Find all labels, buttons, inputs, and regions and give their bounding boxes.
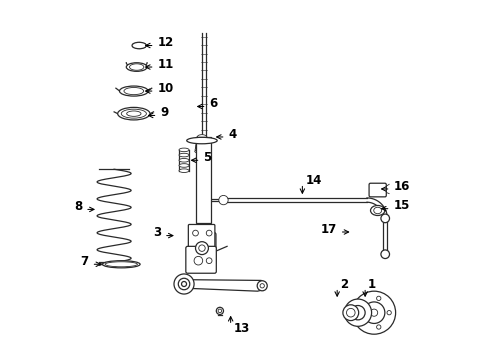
Text: 7: 7 — [80, 255, 89, 268]
Circle shape — [360, 302, 364, 306]
Circle shape — [370, 309, 378, 316]
Circle shape — [199, 245, 205, 251]
Text: 14: 14 — [305, 174, 321, 187]
Ellipse shape — [118, 107, 150, 120]
Text: 1: 1 — [368, 278, 376, 291]
Ellipse shape — [179, 148, 189, 152]
Circle shape — [360, 319, 364, 324]
Circle shape — [364, 302, 385, 323]
Circle shape — [219, 195, 228, 205]
Ellipse shape — [195, 147, 209, 152]
Circle shape — [344, 299, 371, 326]
Text: 2: 2 — [340, 278, 348, 291]
Ellipse shape — [196, 142, 208, 147]
Ellipse shape — [179, 158, 189, 162]
Circle shape — [196, 242, 208, 255]
Ellipse shape — [122, 109, 147, 118]
Ellipse shape — [370, 206, 385, 216]
Ellipse shape — [179, 153, 189, 157]
Ellipse shape — [374, 207, 382, 214]
Ellipse shape — [102, 261, 140, 268]
Circle shape — [353, 291, 395, 334]
Ellipse shape — [132, 42, 147, 49]
Ellipse shape — [197, 135, 207, 139]
Circle shape — [381, 250, 390, 258]
Circle shape — [257, 281, 267, 291]
Text: 13: 13 — [234, 321, 250, 334]
Bar — [196, 137, 211, 223]
Text: 17: 17 — [320, 222, 337, 236]
Ellipse shape — [179, 169, 189, 172]
Circle shape — [381, 214, 390, 223]
Circle shape — [377, 296, 381, 301]
Ellipse shape — [195, 149, 209, 154]
Text: 5: 5 — [203, 151, 212, 164]
Ellipse shape — [179, 164, 189, 167]
FancyBboxPatch shape — [191, 232, 216, 265]
Text: 6: 6 — [210, 97, 218, 110]
Circle shape — [178, 278, 190, 290]
Text: 8: 8 — [74, 200, 82, 213]
Text: 11: 11 — [157, 58, 174, 71]
Ellipse shape — [196, 145, 209, 150]
Ellipse shape — [196, 140, 208, 145]
Circle shape — [206, 230, 212, 236]
Circle shape — [351, 306, 365, 320]
Circle shape — [218, 309, 221, 313]
Ellipse shape — [120, 86, 148, 96]
Text: 9: 9 — [160, 106, 169, 119]
Ellipse shape — [187, 137, 217, 144]
Circle shape — [346, 309, 355, 317]
Circle shape — [377, 325, 381, 329]
Circle shape — [181, 282, 187, 287]
Ellipse shape — [129, 64, 144, 70]
Circle shape — [174, 274, 194, 294]
Text: 12: 12 — [157, 36, 174, 49]
Ellipse shape — [197, 136, 207, 141]
Circle shape — [387, 311, 392, 315]
Circle shape — [194, 256, 203, 265]
Ellipse shape — [126, 63, 147, 71]
Text: 4: 4 — [228, 127, 237, 141]
Ellipse shape — [105, 262, 137, 267]
Circle shape — [260, 284, 265, 288]
Polygon shape — [188, 280, 267, 291]
Text: 15: 15 — [393, 199, 410, 212]
FancyBboxPatch shape — [188, 225, 215, 247]
Text: 3: 3 — [153, 226, 161, 239]
Text: 10: 10 — [157, 82, 174, 95]
Circle shape — [343, 305, 359, 320]
Ellipse shape — [196, 144, 208, 148]
FancyBboxPatch shape — [369, 183, 386, 197]
FancyBboxPatch shape — [186, 246, 216, 273]
Text: 16: 16 — [393, 180, 410, 193]
Ellipse shape — [196, 138, 207, 143]
Circle shape — [206, 258, 212, 264]
Circle shape — [216, 307, 223, 315]
Circle shape — [193, 230, 198, 236]
Ellipse shape — [126, 111, 141, 116]
Ellipse shape — [124, 87, 144, 95]
